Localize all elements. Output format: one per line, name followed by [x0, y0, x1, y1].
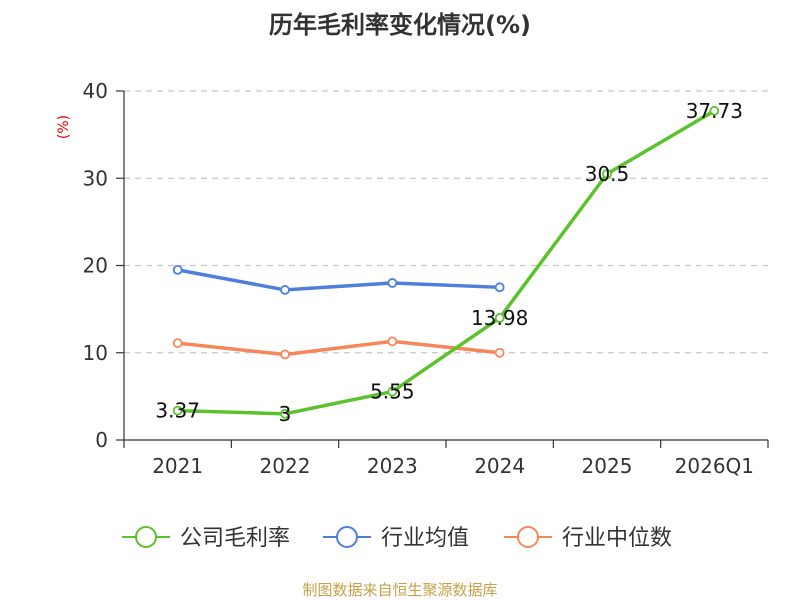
series-line: [175, 339, 502, 357]
data-label: 13.98: [471, 306, 528, 330]
data-point: [280, 285, 290, 295]
legend-label: 行业均值: [381, 526, 469, 551]
data-point: [172, 264, 183, 275]
data-point: [172, 338, 183, 349]
data-point: [709, 105, 720, 116]
legend-marker: [517, 526, 539, 548]
x-tick-label: 2024: [474, 454, 525, 478]
source-note: 制图数据来自恒生聚源数据库: [302, 581, 497, 599]
x-tick-label: 2023: [367, 454, 418, 478]
data-label: 5.55: [370, 380, 415, 404]
data-point: [494, 347, 505, 358]
grid: [124, 90, 768, 354]
x-tick-label: 2022: [260, 454, 311, 478]
data-label: 37.73: [686, 99, 743, 123]
x-tick-label: 2021: [152, 454, 203, 478]
data-point: [280, 408, 290, 419]
data-point: [172, 405, 183, 416]
data-point: [280, 349, 290, 360]
legend-item[interactable]: 公司毛利率: [122, 526, 290, 551]
x-tick-label: 2026Q1: [675, 454, 754, 478]
x-tick-label: 2025: [582, 454, 633, 478]
data-point: [602, 168, 612, 179]
y-tick-label: 40: [83, 79, 108, 103]
y-tick-label: 20: [83, 254, 108, 278]
data-label: 30.5: [585, 162, 630, 186]
data-point: [387, 336, 398, 347]
series: [172, 105, 720, 419]
data-label: 3.37: [155, 399, 200, 423]
legend-marker: [135, 526, 157, 548]
series-line: [175, 268, 502, 292]
data-label: 3: [279, 402, 292, 426]
y-tick-label: 0: [95, 428, 108, 452]
y-tick-label: 10: [83, 341, 108, 365]
legend-item[interactable]: 行业中位数: [504, 526, 672, 551]
legend-marker: [336, 526, 358, 548]
legend[interactable]: 公司毛利率 行业均值 行业中位数: [122, 526, 672, 551]
data-point: [387, 386, 398, 397]
y-tick-label: 30: [83, 166, 108, 190]
legend-label: 公司毛利率: [180, 526, 290, 551]
data-labels: 3.37 3 5.55 13.98 30.5 37.73: [155, 99, 743, 426]
data-point: [494, 282, 505, 293]
y-axis-label: (%): [56, 115, 72, 139]
data-point: [494, 313, 505, 323]
legend-label: 行业中位数: [562, 526, 672, 551]
legend-item[interactable]: 行业均值: [323, 526, 469, 551]
data-point: [387, 278, 398, 288]
chart-title: 历年毛利率变化情况(%): [269, 11, 531, 39]
series-line: [175, 109, 717, 416]
axes: 0 10 20 30 40 2021 2022 2023 2024 2025 2026Q1: [83, 79, 769, 478]
